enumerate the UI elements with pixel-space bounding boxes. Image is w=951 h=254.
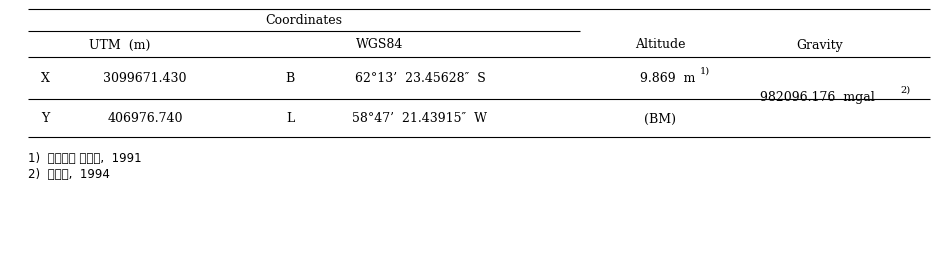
Text: UTM  (m): UTM (m) — [89, 38, 150, 51]
Text: 3099671.430: 3099671.430 — [104, 72, 186, 85]
Text: Altitude: Altitude — [634, 38, 686, 51]
Text: 2): 2) — [900, 85, 910, 94]
Text: Gravity: Gravity — [797, 38, 844, 51]
Text: Y: Y — [41, 112, 49, 125]
Text: L: L — [286, 112, 294, 125]
Text: 1): 1) — [700, 66, 710, 75]
Text: 2)  남상현,  1994: 2) 남상현, 1994 — [28, 168, 110, 181]
Text: 58°47’  21.43915″  W: 58°47’ 21.43915″ W — [353, 112, 488, 125]
Text: B: B — [285, 72, 295, 85]
Text: WGS84: WGS84 — [357, 38, 403, 51]
Text: 62°13’  23.45628″  S: 62°13’ 23.45628″ S — [355, 72, 485, 85]
Text: 9.869  m: 9.869 m — [640, 72, 695, 85]
Text: 406976.740: 406976.740 — [107, 112, 183, 125]
Text: X: X — [41, 72, 49, 85]
Text: 1)  유홍뢡과 권수제,  1991: 1) 유홍뢡과 권수제, 1991 — [28, 151, 142, 164]
Text: Coordinates: Coordinates — [265, 14, 342, 27]
Text: (BM): (BM) — [644, 112, 676, 125]
Text: 982096.176  mgal: 982096.176 mgal — [760, 91, 875, 104]
